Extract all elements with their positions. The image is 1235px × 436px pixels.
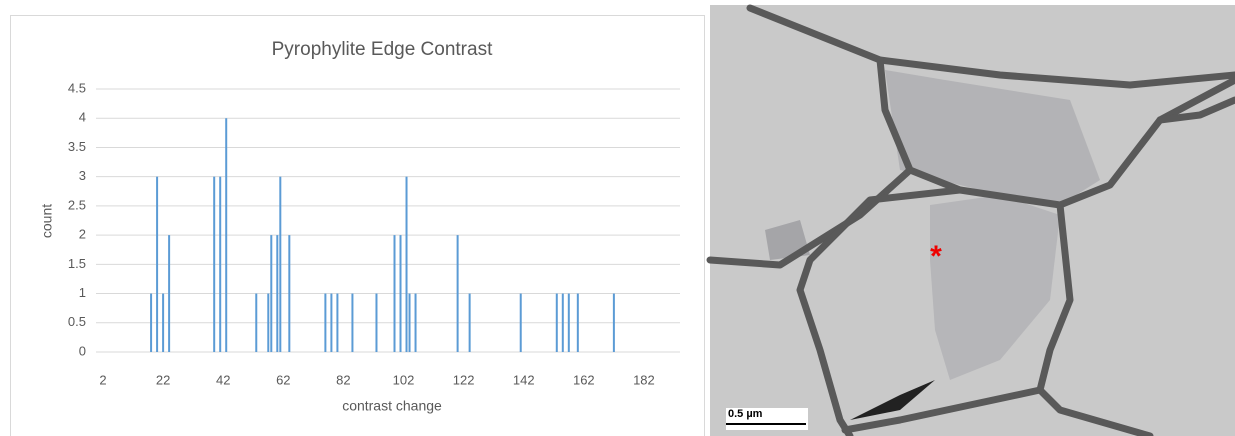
bar — [556, 294, 558, 352]
bar — [400, 235, 402, 352]
bar — [520, 294, 522, 352]
y-tick-label: 0 — [79, 343, 86, 358]
x-tick-label: 162 — [573, 372, 595, 387]
x-tick-label: 22 — [156, 372, 170, 387]
bar — [156, 177, 158, 352]
scale-bar-label: 0.5 µm — [728, 408, 763, 420]
x-tick-label: 122 — [453, 372, 475, 387]
bar — [279, 177, 281, 352]
bar — [336, 294, 338, 352]
bar — [409, 294, 411, 352]
bar — [457, 235, 459, 352]
bar — [351, 294, 353, 352]
y-tick-label: 2 — [79, 227, 86, 242]
y-tick-label: 3 — [79, 168, 86, 183]
x-axis-title: contrast change — [342, 398, 442, 414]
y-axis-title: count — [39, 204, 55, 238]
bar — [324, 294, 326, 352]
bar — [406, 177, 408, 352]
bar — [276, 235, 278, 352]
y-tick-label: 1.5 — [68, 256, 86, 271]
bar — [270, 235, 272, 352]
y-tick-label: 4.5 — [68, 80, 86, 95]
bar — [288, 235, 290, 352]
chart-frame — [11, 16, 705, 436]
bar — [225, 118, 227, 352]
bar — [255, 294, 257, 352]
x-tick-label: 82 — [336, 372, 350, 387]
bar — [168, 235, 170, 352]
bar — [375, 294, 377, 352]
bar — [267, 294, 269, 352]
y-tick-label: 0.5 — [68, 314, 86, 329]
x-tick-label: 62 — [276, 372, 290, 387]
x-tick-label: 2 — [99, 372, 106, 387]
bar — [219, 177, 221, 352]
y-tick-label: 3.5 — [68, 139, 86, 154]
bar — [568, 294, 570, 352]
x-tick-label: 182 — [633, 372, 655, 387]
bar — [213, 177, 215, 352]
bar — [415, 294, 417, 352]
y-tick-label: 4 — [79, 110, 86, 125]
bar — [469, 294, 471, 352]
bar — [613, 294, 615, 352]
y-tick-label: 1 — [79, 285, 86, 300]
x-tick-label: 42 — [216, 372, 230, 387]
micrograph: 0.5 µm * — [710, 5, 1235, 436]
bar — [577, 294, 579, 352]
x-tick-label: 102 — [393, 372, 415, 387]
bar — [150, 294, 152, 352]
bar — [562, 294, 564, 352]
bar — [162, 294, 164, 352]
marker: * — [930, 240, 942, 273]
y-tick-label: 2.5 — [68, 197, 86, 212]
figure: Pyrophylite Edge Contrast contrast chang… — [0, 0, 1235, 436]
bar — [330, 294, 332, 352]
x-tick-label: 142 — [513, 372, 535, 387]
chart-title: Pyrophylite Edge Contrast — [272, 39, 493, 60]
bar — [394, 235, 396, 352]
